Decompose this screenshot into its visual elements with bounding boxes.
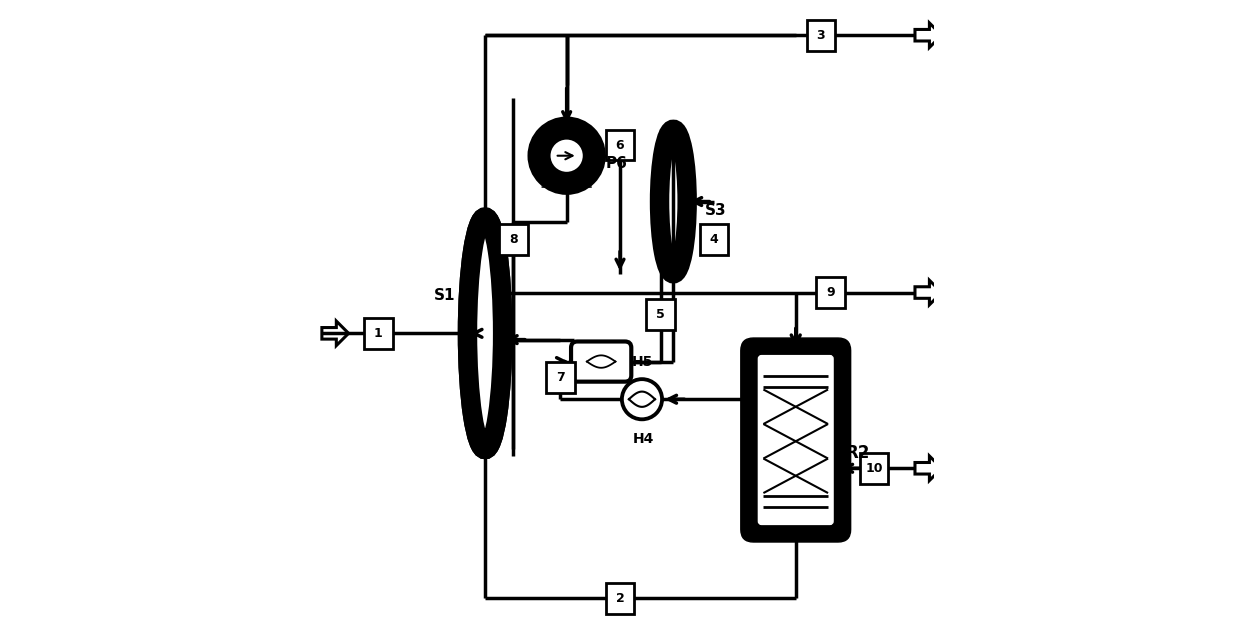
Text: 9: 9 xyxy=(826,286,835,299)
FancyBboxPatch shape xyxy=(498,224,527,255)
FancyBboxPatch shape xyxy=(572,342,631,382)
Text: S3: S3 xyxy=(704,203,727,218)
FancyBboxPatch shape xyxy=(546,362,574,392)
FancyBboxPatch shape xyxy=(759,355,833,525)
FancyBboxPatch shape xyxy=(699,224,728,255)
Polygon shape xyxy=(542,185,591,187)
FancyBboxPatch shape xyxy=(816,277,844,308)
Text: R2: R2 xyxy=(846,443,870,462)
FancyBboxPatch shape xyxy=(740,338,851,542)
FancyBboxPatch shape xyxy=(605,130,635,160)
Text: H5: H5 xyxy=(631,355,652,369)
Circle shape xyxy=(536,125,598,187)
Text: 4: 4 xyxy=(709,233,718,246)
Text: S1: S1 xyxy=(434,288,455,303)
FancyBboxPatch shape xyxy=(365,318,393,348)
FancyBboxPatch shape xyxy=(605,582,635,614)
Text: 10: 10 xyxy=(866,462,883,475)
Text: 6: 6 xyxy=(616,138,624,152)
Text: 3: 3 xyxy=(816,29,825,42)
Ellipse shape xyxy=(467,217,502,450)
FancyBboxPatch shape xyxy=(646,299,675,330)
Text: P6: P6 xyxy=(605,157,627,171)
Circle shape xyxy=(552,141,582,171)
Text: 2: 2 xyxy=(615,592,625,604)
FancyBboxPatch shape xyxy=(806,19,836,51)
Text: 5: 5 xyxy=(656,308,665,321)
Ellipse shape xyxy=(467,217,502,450)
Text: 1: 1 xyxy=(374,327,383,340)
Circle shape xyxy=(622,379,662,420)
FancyBboxPatch shape xyxy=(859,453,889,484)
Text: H4: H4 xyxy=(632,432,653,446)
Text: 8: 8 xyxy=(508,233,517,246)
Text: 7: 7 xyxy=(556,370,564,384)
